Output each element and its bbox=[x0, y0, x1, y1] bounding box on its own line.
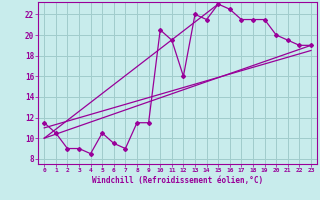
X-axis label: Windchill (Refroidissement éolien,°C): Windchill (Refroidissement éolien,°C) bbox=[92, 176, 263, 185]
